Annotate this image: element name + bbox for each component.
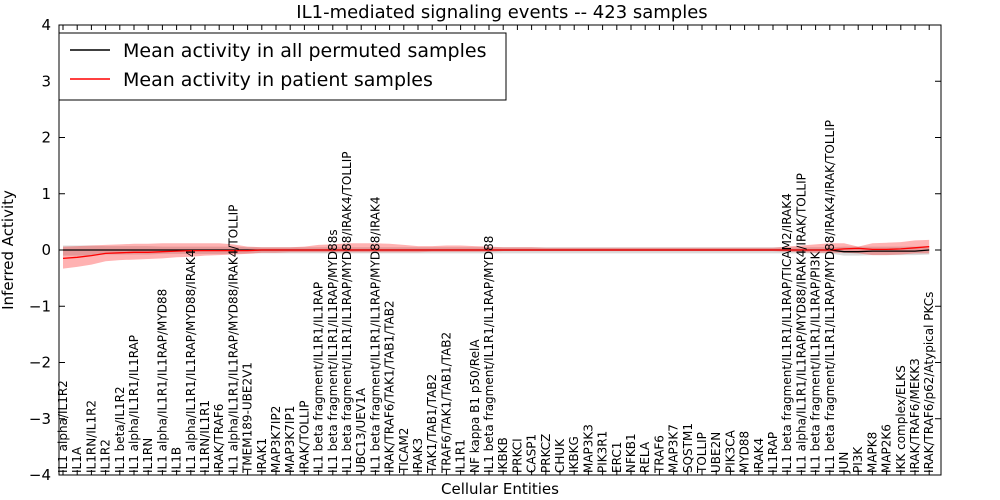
x-tick-label: IRAK/TRAF6/MEKK3 [908,358,922,473]
x-tick-label: IL1 alpha/IL1R1/IL1RAP/MYD88 [155,289,169,473]
x-tick-label: IL1 alpha/IL1R1/IL1RAP/MYD88/IRAK4/TOLLI… [226,205,240,473]
x-tick-label: IL1RAP [766,432,780,473]
x-tick-label: IL1R1 [454,439,468,473]
x-tick-label: IL1 alpha/IL1R1/IL1RAP [127,335,141,473]
x-tick-label: IL1RN/IL1R2 [84,400,98,473]
x-tick-label: UBC13/UEV1A [354,387,368,473]
x-tick-label: PRKCI [510,438,524,473]
band-patient [63,239,930,269]
x-axis-label: Cellular Entities [441,480,559,498]
x-tick-label: IL1R2 [99,439,113,473]
y-tick-label: 4 [41,16,51,34]
x-tick-label: PIK3R1 [596,431,610,473]
y-axis-label: Inferred Activity [0,190,17,310]
x-tick-label: ERC1 [610,442,624,473]
x-tick-label: JUN [837,452,851,474]
x-tick-label: IL1 beta fragment/IL1R1/IL1RAP [312,282,326,473]
x-tick-label: MAP3K7IP1 [283,406,297,473]
x-tick-label: TICAM2 [397,428,411,474]
y-tick-label: −2 [29,354,51,372]
y-tick-label: −3 [29,410,51,428]
x-tick-label: IL1 beta fragment/IL1R1/IL1RAP/MYD88/IRA… [340,152,354,473]
x-tick-label: IL1 beta/IL1R2 [113,386,127,473]
x-tick-label: PIK3CA [723,429,737,473]
x-tick-label: TOLLIP [695,432,709,474]
line-patient [62,245,930,260]
x-tick-label: IL1 beta fragment/IL1R1/IL1RAP/TICAM2/IR… [780,193,794,473]
x-tick-label: IRAK4 [752,438,766,473]
x-tick-label: IL1 beta fragment/IL1R1/IL1RAP/MYD88/IRA… [823,120,837,473]
y-tick-label: 0 [41,241,51,259]
x-tick-label: NFKB1 [624,433,638,473]
x-tick-label: IKBKB [496,437,510,473]
x-tick-label: IL1 alpha/IL1R2 [56,380,70,473]
chart-title: IL1-mediated signaling events -- 423 sam… [296,2,707,23]
x-tick-label: IL1 beta fragment/IL1R1/IL1RAP/MYD88s [326,229,340,473]
x-tick-label: IRAK1 [255,438,269,473]
x-tick-label: IRAK3 [411,438,425,473]
y-tick-label: 1 [41,185,51,203]
x-tick-label: IL1A [70,446,84,473]
x-tick-label: RELA [638,441,652,473]
x-tick-label: IRAK/TOLLIP [297,401,311,473]
x-tick-label: UBE2N [709,432,723,473]
x-tick-label: IKK complex/ELKS [894,365,908,473]
x-tick-label: MAP3K7 [667,424,681,473]
x-tick-label: MAPK8 [865,432,879,473]
x-tick-label: IL1B [170,447,184,473]
x-tick-label: PI3K [851,446,865,473]
x-tick-label: MYD88 [738,431,752,473]
legend: Mean activity in all permuted samples Me… [58,32,507,101]
x-tick-label: PRKCZ [539,434,553,473]
x-tick-label: IL1 beta fragment/IL1R1/IL1RAP/MYD88/IRA… [368,196,382,473]
x-tick-label: IL1 alpha/IL1R1/IL1RAP/MYD88/IRAK4/IRAK/… [794,173,808,473]
x-tick-label: IRAK/TRAF6/p62/Atypical PKCs [922,292,936,473]
legend-label-patient: Mean activity in patient samples [123,69,433,91]
x-tick-label: CHUK [553,438,567,473]
x-tick-label: IRAK/TRAF6 [212,404,226,473]
x-tick-label: IL1 alpha/IL1R1/IL1RAP/MYD88/IRAK4 [184,250,198,473]
x-tick-label: IKBKG [567,436,581,473]
y-tick-label: 3 [41,72,51,90]
x-tick-label: TAK1/TAB1/TAB2 [425,374,439,474]
x-tick-label: NF kappa B1 p50/RelA [468,339,482,473]
legend-frame [58,32,507,101]
x-tick-label: MAP3K7IP2 [269,406,283,473]
x-tick-label: TMEM189-UBE2V1 [241,362,255,474]
x-tick-label: IL1RN/IL1R1 [198,400,212,473]
y-tick-label: 2 [41,129,51,147]
x-tick-label: TRAF6/TAK1/TAB1/TAB2 [439,332,453,474]
x-tick-label: IL1 beta fragment/IL1R1/IL1RAP/MYD88 [482,236,496,473]
x-tick-label: SQSTM1 [681,423,695,473]
legend-label-permuted: Mean activity in all permuted samples [123,40,486,62]
x-tick-label: CASP1 [525,434,539,473]
y-tick-label: −4 [29,466,51,484]
x-tick-label: TRAF6 [652,435,666,474]
x-tick-label: IL1RN [141,438,155,473]
y-tick-label: −1 [29,297,51,315]
x-tick-label: MAP3K3 [581,424,595,473]
x-tick-label: MAP2K6 [880,424,894,473]
x-tick-label: IL1 beta fragment/IL1R1/IL1RAP/PI3K [809,250,823,473]
x-tick-label: IRAK/TRAF6/TAK1/TAB1/TAB2 [383,300,397,473]
